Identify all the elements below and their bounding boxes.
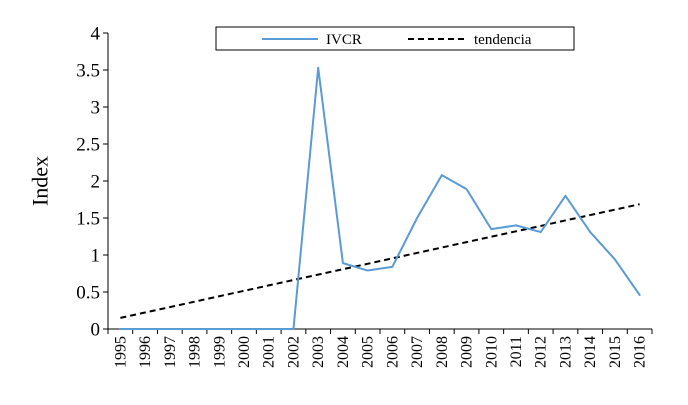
x-tick-label: 1998 <box>187 336 204 368</box>
x-tick-label: 2001 <box>261 336 278 368</box>
y-tick-label: 3 <box>91 98 101 119</box>
y-tick-label: 3.5 <box>76 61 100 82</box>
x-tick-label: 2008 <box>434 336 451 368</box>
x-tick-label: 2009 <box>459 336 476 368</box>
x-tick-label: 2011 <box>508 336 525 367</box>
y-axis-tick-labels: 0 0.5 1 1.5 2 2.5 3 3.5 4 <box>76 24 100 341</box>
x-tick-label: 1996 <box>137 336 154 368</box>
x-tick-label: 2003 <box>310 336 327 368</box>
y-tick-label: 4 <box>91 24 101 45</box>
x-tick-label: 2007 <box>409 336 426 368</box>
y-tick-label: 1.5 <box>76 209 100 230</box>
x-tick-label: 2000 <box>236 336 253 368</box>
x-tick-label: 2004 <box>335 336 352 368</box>
x-tick-label: 2013 <box>557 336 574 368</box>
x-tick-label: 1997 <box>162 336 179 368</box>
x-axis-tick-labels: 1995 1996 1997 1998 1999 2000 2001 2002 2003 2004… <box>112 336 648 368</box>
series-line-tendencia <box>120 203 640 319</box>
series-line-ivcr <box>119 66 641 330</box>
y-tick-label: 1 <box>91 246 101 267</box>
y-axis-ticks <box>103 32 108 330</box>
x-tick-label: 2002 <box>285 336 302 368</box>
series-layer <box>119 66 641 330</box>
y-tick-label: 2.5 <box>76 135 100 156</box>
x-tick-label: 2010 <box>483 336 500 368</box>
legend: IVCR tendencia <box>215 26 575 51</box>
x-tick-label: 2006 <box>384 336 401 368</box>
y-tick-label: 0.5 <box>76 283 100 304</box>
x-tick-label: 2015 <box>607 336 624 368</box>
legend-label-tendencia: tendencia <box>474 32 532 48</box>
y-tick-label: 0 <box>91 320 101 341</box>
x-tick-label: 2014 <box>582 336 599 368</box>
y-tick-label: 2 <box>91 172 101 193</box>
x-tick-label: 2016 <box>632 336 649 368</box>
x-tick-label: 1999 <box>211 336 228 368</box>
x-tick-label: 2005 <box>360 336 377 368</box>
x-tick-label: 2012 <box>533 336 550 368</box>
legend-box <box>215 26 575 51</box>
y-axis-title: Index <box>28 156 53 206</box>
x-tick-label: 1995 <box>112 336 129 368</box>
legend-label-ivcr: IVCR <box>326 32 362 48</box>
